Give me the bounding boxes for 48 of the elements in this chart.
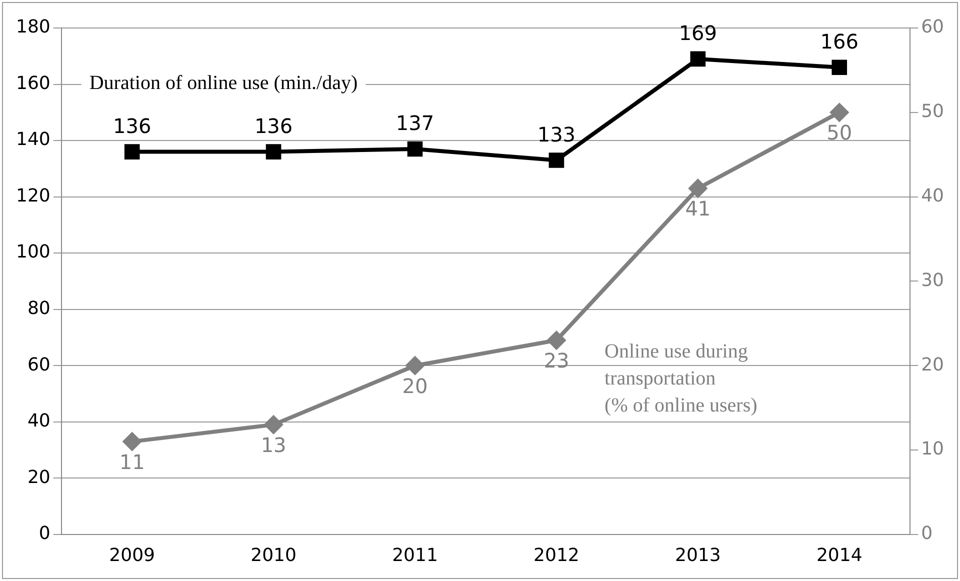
x-tick-label: 2013 [675, 544, 721, 566]
y2-tick-label: 20 [921, 354, 944, 376]
y-tick-label: 80 [27, 298, 50, 320]
y2-tick-label: 10 [921, 438, 944, 460]
y-tick-label: 180 [16, 16, 50, 38]
point [124, 144, 140, 160]
y-tick-label: 120 [16, 185, 50, 206]
y-tick-label: 140 [16, 129, 50, 150]
point [406, 356, 424, 375]
point [688, 179, 707, 198]
point [266, 144, 282, 160]
data-label: 41 [685, 196, 711, 221]
x-tick-label: 2011 [392, 544, 438, 566]
point [547, 331, 566, 350]
point [548, 152, 564, 168]
data-label: 169 [678, 21, 718, 46]
y-tick-label: 160 [16, 72, 50, 94]
data-label: 20 [402, 374, 428, 398]
data-label: 136 [254, 114, 293, 138]
y2-tick-label: 30 [921, 270, 944, 291]
series-label: Online use during transportation (% of online users) [604, 340, 758, 416]
point [123, 432, 142, 451]
x-tick-label: 2012 [534, 544, 580, 566]
y-tick-label: 60 [27, 354, 50, 376]
point [832, 60, 848, 76]
data-label: 137 [396, 111, 434, 136]
data-label: 136 [112, 114, 152, 138]
point [690, 51, 706, 67]
y-tick-label: 40 [27, 410, 50, 432]
point [407, 141, 423, 157]
point [830, 103, 848, 122]
y2-tick-label: 0 [921, 523, 933, 544]
point [264, 416, 283, 434]
data-label: 166 [820, 30, 858, 54]
y-tick-label: 0 [38, 523, 50, 544]
x-tick-label: 2009 [109, 544, 155, 566]
y2-tick-label: 50 [921, 101, 944, 122]
text: Duration of online use (min./day) [89, 72, 358, 94]
x-tick-label: 2010 [250, 544, 296, 566]
y2-tick-label: 40 [921, 185, 944, 206]
data-label: 133 [537, 122, 576, 146]
y-tick-label: 20 [27, 466, 50, 488]
x-tick-label: 2014 [816, 544, 862, 566]
data-label: 50 [826, 120, 852, 145]
y2-tick-label: 60 [921, 16, 944, 38]
y-tick-label: 100 [16, 242, 50, 263]
data-label: 13 [260, 432, 286, 457]
data-label: 11 [119, 450, 145, 474]
